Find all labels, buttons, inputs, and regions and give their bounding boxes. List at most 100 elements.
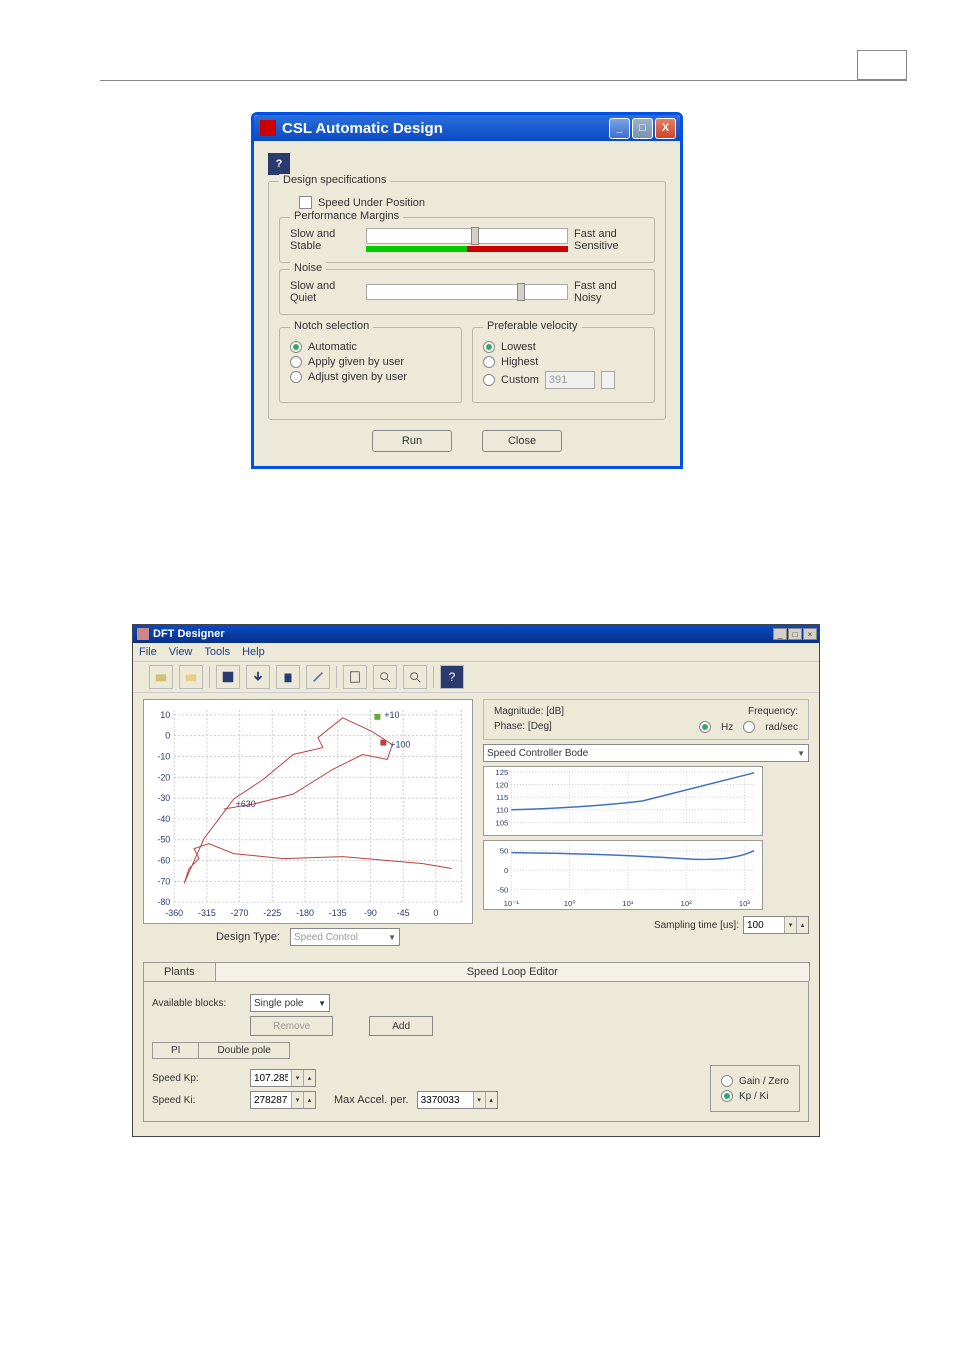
zoom-out-icon[interactable] xyxy=(403,665,427,689)
combo-value: Single pole xyxy=(254,998,303,1009)
speedkp-input[interactable] xyxy=(251,1070,291,1086)
group-legend: Performance Margins xyxy=(290,210,403,222)
remove-button[interactable]: Remove xyxy=(250,1016,333,1036)
svg-text:-60: -60 xyxy=(157,856,170,866)
nichols-chart: 100 -10-20 -30-40 -50-60 -70-80 -360-315… xyxy=(143,699,473,924)
minimize-button[interactable]: _ xyxy=(773,628,787,640)
bode-view-combo[interactable]: Speed Controller Bode ▼ xyxy=(483,744,809,762)
label-line: Fast and xyxy=(574,228,644,240)
svg-text:-225: -225 xyxy=(263,908,281,918)
folder-icon[interactable] xyxy=(179,665,203,689)
svg-text:-20: -20 xyxy=(157,772,170,782)
performance-slider[interactable] xyxy=(366,228,568,244)
chevron-down-icon: ▼ xyxy=(388,933,396,942)
titlebar[interactable]: DFT Designer _ □ × xyxy=(133,625,819,643)
download-icon[interactable] xyxy=(246,665,270,689)
phase-label: Phase: [Deg] xyxy=(494,721,552,733)
svg-text:0: 0 xyxy=(433,908,438,918)
velocity-custom-radio[interactable] xyxy=(483,374,495,386)
menu-help[interactable]: Help xyxy=(242,646,265,658)
group-legend: Design specifications xyxy=(279,174,390,186)
block-tab-double-pole[interactable]: Double pole xyxy=(198,1042,289,1059)
label-line: Stable xyxy=(290,240,360,252)
wand-icon[interactable] xyxy=(306,665,330,689)
noise-group: Noise Slow and Quiet Fast and Noisy xyxy=(279,269,655,315)
menu-view[interactable]: View xyxy=(169,646,193,658)
noise-slider[interactable] xyxy=(366,284,568,300)
spinner-up-icon[interactable]: ▴ xyxy=(796,917,808,933)
spinner-down-icon[interactable]: ▾ xyxy=(473,1092,485,1108)
design-specifications-group: Design specifications Speed Under Positi… xyxy=(268,181,666,420)
design-type-combo[interactable]: Speed Control ▼ xyxy=(290,928,400,946)
chevron-down-icon: ▼ xyxy=(318,999,326,1008)
context-help-button[interactable]: ? xyxy=(268,153,290,175)
app-icon xyxy=(260,120,276,136)
page-header-rule xyxy=(100,80,907,81)
menu-file[interactable]: File xyxy=(139,646,157,658)
window-title: DFT Designer xyxy=(153,628,773,640)
notch-adjust-user-radio[interactable] xyxy=(290,371,302,383)
svg-text:-80: -80 xyxy=(157,897,170,907)
label-line: Quiet xyxy=(290,292,360,304)
run-button[interactable]: Run xyxy=(372,430,452,452)
close-button[interactable]: X xyxy=(655,118,676,139)
zoom-in-icon[interactable] xyxy=(373,665,397,689)
radio-label: Custom xyxy=(501,374,539,386)
label-line: Noisy xyxy=(574,292,644,304)
speedki-input[interactable] xyxy=(251,1092,291,1108)
velocity-highest-radio[interactable] xyxy=(483,356,495,368)
dropdown-arrow-icon[interactable] xyxy=(601,371,615,389)
spinner-up-icon[interactable]: ▴ xyxy=(303,1092,315,1108)
radio-label: Automatic xyxy=(308,341,357,353)
tab-speed-loop-editor[interactable]: Speed Loop Editor xyxy=(215,962,810,981)
sampling-time-input[interactable] xyxy=(744,917,784,933)
open-icon[interactable] xyxy=(149,665,173,689)
gain-zero-radio[interactable] xyxy=(721,1075,733,1087)
available-blocks-combo[interactable]: Single pole ▼ xyxy=(250,994,330,1012)
radsec-radio[interactable] xyxy=(743,721,755,733)
magnitude-label: Magnitude: [dB] xyxy=(494,706,564,717)
sampling-time-spinner[interactable]: ▾▴ xyxy=(743,916,809,934)
maxaccel-spinner[interactable]: ▾▴ xyxy=(417,1091,498,1109)
tab-plants[interactable]: Plants xyxy=(143,962,216,981)
notch-apply-user-radio[interactable] xyxy=(290,356,302,368)
speedkp-spinner[interactable]: ▾▴ xyxy=(250,1069,316,1087)
spinner-down-icon[interactable]: ▾ xyxy=(291,1092,303,1108)
trash-icon[interactable] xyxy=(276,665,300,689)
spinner-up-icon[interactable]: ▴ xyxy=(485,1092,497,1108)
frequency-label: Frequency: xyxy=(748,706,798,717)
close-button[interactable]: × xyxy=(803,628,817,640)
notch-selection-group: Notch selection Automatic Apply given by… xyxy=(279,327,462,403)
add-button[interactable]: Add xyxy=(369,1016,433,1036)
block-tab-pi[interactable]: PI xyxy=(152,1042,199,1059)
calc-icon[interactable] xyxy=(343,665,367,689)
minimize-button[interactable]: _ xyxy=(609,118,630,139)
label-line: Fast and xyxy=(574,280,644,292)
notch-automatic-radio[interactable] xyxy=(290,341,302,353)
hz-radio[interactable] xyxy=(699,721,711,733)
page-number-box xyxy=(857,50,907,80)
maximize-button[interactable]: □ xyxy=(788,628,802,640)
slider-right-label: Fast and Noisy xyxy=(574,280,644,304)
kp-ki-radio[interactable] xyxy=(721,1090,733,1102)
titlebar[interactable]: CSL Automatic Design _ □ X xyxy=(254,115,680,141)
spinner-down-icon[interactable]: ▾ xyxy=(291,1070,303,1086)
velocity-lowest-radio[interactable] xyxy=(483,341,495,353)
velocity-custom-input[interactable]: 391 xyxy=(545,371,595,389)
speedki-spinner[interactable]: ▾▴ xyxy=(250,1091,316,1109)
menu-tools[interactable]: Tools xyxy=(204,646,230,658)
svg-text:0: 0 xyxy=(165,731,170,741)
svg-text:-180: -180 xyxy=(296,908,314,918)
checkbox-label: Speed Under Position xyxy=(318,197,425,209)
speedkp-label: Speed Kp: xyxy=(152,1073,242,1084)
close-dialog-button[interactable]: Close xyxy=(482,430,562,452)
speed-under-position-checkbox[interactable] xyxy=(299,196,312,209)
help-icon[interactable]: ? xyxy=(440,665,464,689)
spinner-up-icon[interactable]: ▴ xyxy=(303,1070,315,1086)
maxaccel-input[interactable] xyxy=(418,1092,473,1108)
spinner-down-icon[interactable]: ▾ xyxy=(784,917,796,933)
available-blocks-label: Available blocks: xyxy=(152,998,242,1009)
maximize-button[interactable]: □ xyxy=(632,118,653,139)
group-legend: Preferable velocity xyxy=(483,320,582,332)
disk-icon[interactable] xyxy=(216,665,240,689)
